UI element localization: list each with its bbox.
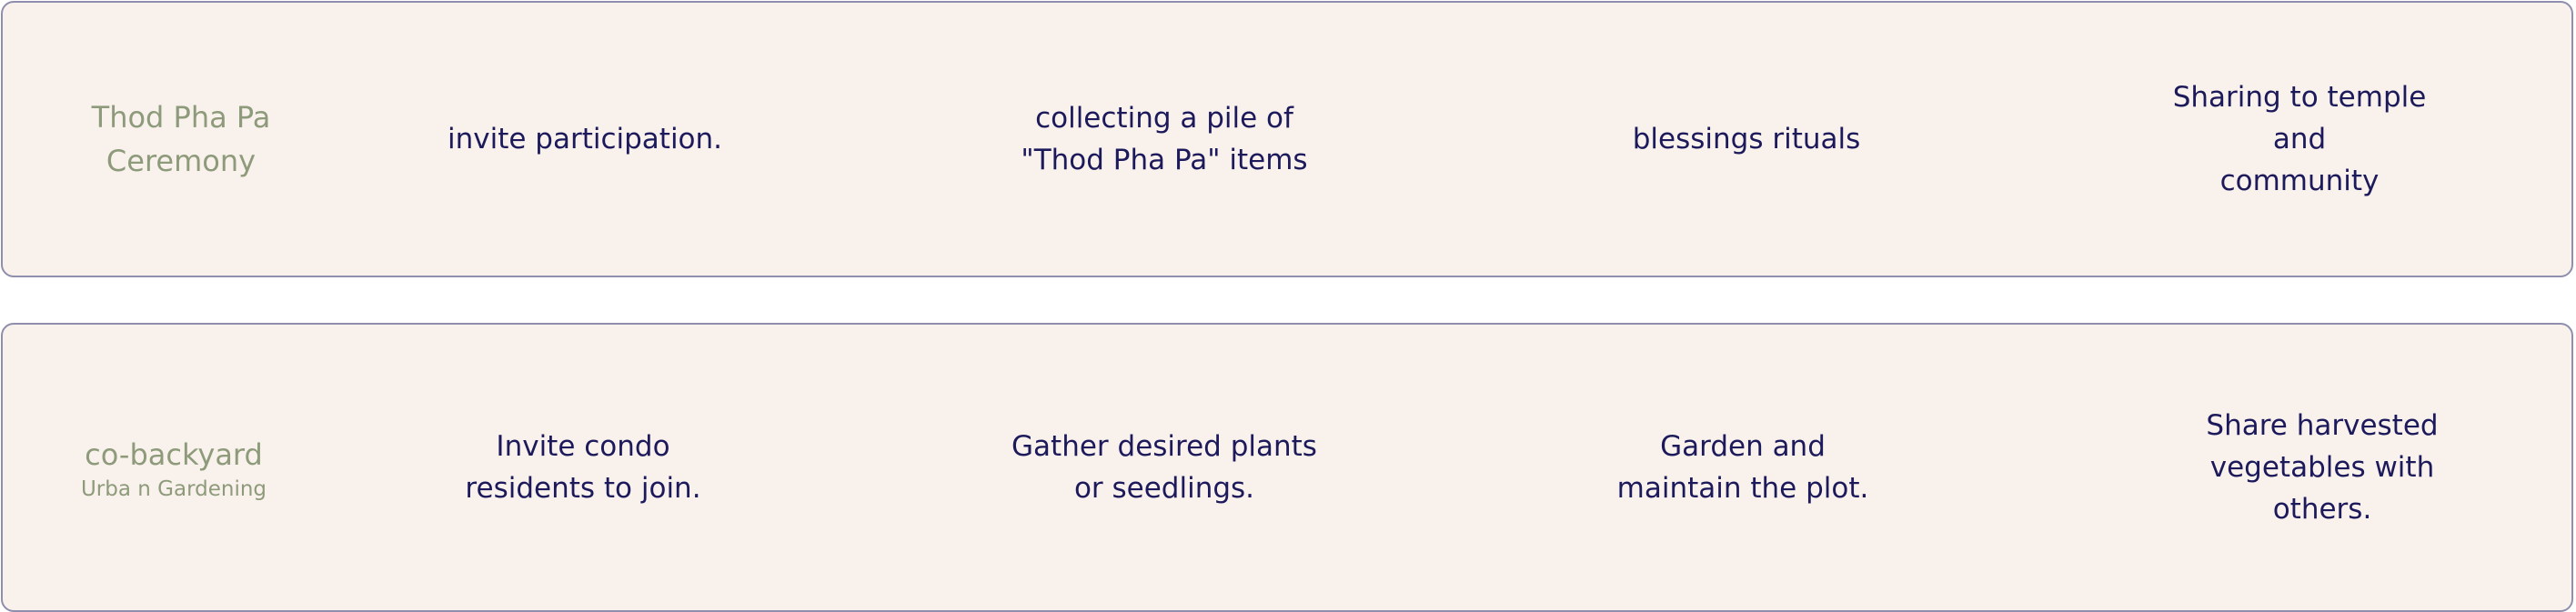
row-label: Thod Pha Pa Ceremony xyxy=(92,3,271,276)
step-share: Share harvested vegetables with others. xyxy=(2206,409,2439,526)
step-share: Sharing to temple and community xyxy=(2172,81,2427,197)
row-label-text: co-backyard xyxy=(85,437,263,472)
step-invite: invite participation. xyxy=(447,123,723,156)
step-collect: collecting a pile of "Thod Pha Pa" items xyxy=(1021,102,1308,176)
step-invite: Invite condo residents to join. xyxy=(465,430,701,505)
step-garden: Garden and maintain the plot. xyxy=(1616,430,1869,505)
process-row-thod-pha-pa: Thod Pha Pa Ceremony invite participatio… xyxy=(1,1,2573,277)
row-sublabel: Urba n Gardening xyxy=(80,477,267,501)
step-ritual: blessings rituals xyxy=(1632,123,1861,156)
row-label-text: Thod Pha Pa Ceremony xyxy=(91,100,271,178)
process-row-co-backyard: co-backyard Urba n Gardening Invite cond… xyxy=(1,323,2573,612)
step-gather: Gather desired plants or seedlings. xyxy=(1011,430,1317,505)
row-label: co-backyard Urba n Gardening xyxy=(81,325,267,610)
